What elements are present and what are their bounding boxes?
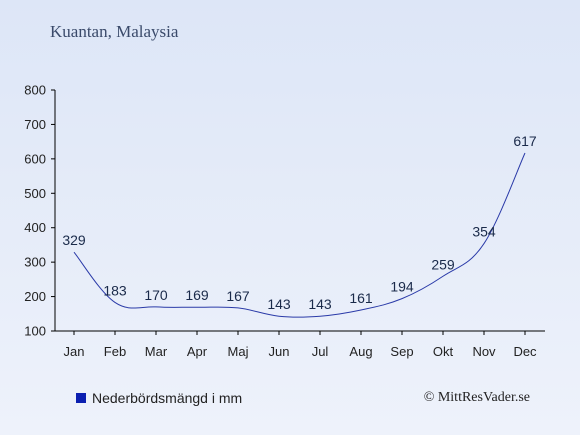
legend-swatch [76, 393, 86, 403]
data-label: 183 [103, 282, 127, 298]
data-label: 169 [185, 287, 209, 303]
series-line [73, 152, 526, 318]
legend-label: Nederbördsmängd i mm [92, 390, 243, 406]
y-tick-label: 800 [24, 83, 46, 98]
y-tick-label: 700 [24, 117, 46, 132]
legend: Nederbördsmängd i mm [76, 390, 242, 406]
data-label: 329 [62, 232, 86, 248]
x-tick-label: Aug [349, 344, 372, 359]
data-label: 354 [472, 224, 496, 240]
data-label: 194 [390, 279, 414, 295]
chart-axes [54, 90, 545, 332]
x-tick-label: Jul [312, 344, 329, 359]
y-tick-label: 300 [24, 255, 46, 270]
data-label: 170 [144, 287, 168, 303]
x-tick-label: Mar [145, 344, 168, 359]
y-tick-label: 600 [24, 151, 46, 166]
chart-title: Kuantan, Malaysia [50, 22, 179, 41]
data-labels: 329 183 170 169 167 143 143 161 194 259 354 617 [62, 133, 537, 312]
x-tick-label: Okt [433, 344, 454, 359]
y-tick-label: 100 [24, 324, 46, 339]
x-tick-label: Apr [187, 344, 208, 359]
x-tick-label: Feb [104, 344, 126, 359]
data-label: 161 [349, 290, 373, 306]
x-tick-label: Nov [472, 344, 496, 359]
x-tick-label: Jan [64, 344, 85, 359]
x-axis-ticks: Jan Feb Mar Apr Maj Jun Jul Aug Sep Okt Nov Dec [64, 331, 537, 359]
x-tick-label: Jun [269, 344, 290, 359]
data-label: 259 [431, 256, 455, 272]
x-tick-label: Maj [228, 344, 249, 359]
y-tick-label: 500 [24, 186, 46, 201]
data-label: 143 [308, 296, 332, 312]
data-label: 167 [226, 288, 250, 304]
x-tick-label: Sep [390, 344, 413, 359]
y-tick-label: 400 [24, 220, 46, 235]
credit-text: © MittResVader.se [423, 390, 530, 405]
x-tick-label: Dec [513, 344, 537, 359]
y-tick-label: 200 [24, 289, 46, 304]
data-label: 143 [267, 296, 291, 312]
data-label: 617 [513, 133, 537, 149]
y-axis-ticks: 100 200 300 400 500 600 700 800 [24, 83, 55, 339]
